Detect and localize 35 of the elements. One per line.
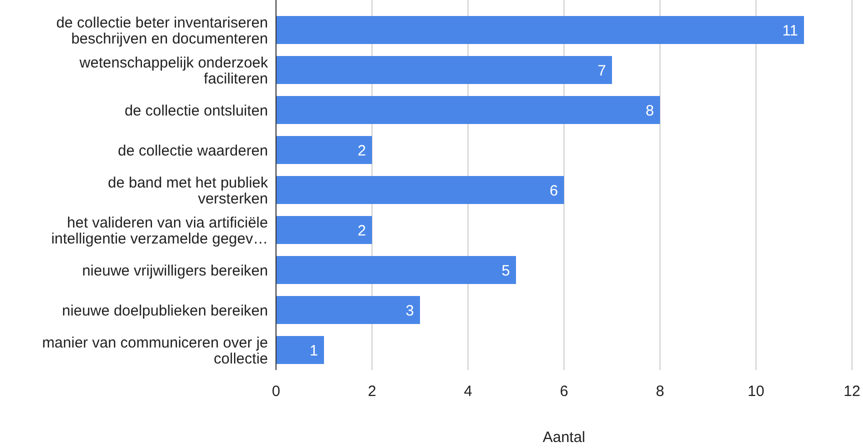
data-label: 3 [406,302,414,320]
data-label: 6 [550,182,558,200]
data-label: 2 [358,142,366,160]
data-label: 1 [310,342,318,360]
data-label: 2 [358,222,366,240]
bar [276,16,804,44]
y-tick-label: de collectie waarderen [118,142,268,160]
y-tick-label: nieuwe doelpublieken bereiken [62,302,268,320]
x-tick-label: 4 [464,383,472,400]
y-tick-label: de band met het publiek versterken [108,174,268,208]
y-tick-label: wetenschappelijk onderzoek faciliteren [78,54,268,88]
bar [276,296,420,324]
y-tick-label: nieuwe vrijwilligers bereiken [82,262,268,280]
y-tick-label: de collectie ontsluiten [124,102,268,120]
x-tick-label: 2 [368,383,376,400]
x-tick-label: 10 [748,383,764,400]
x-tick-label: 12 [844,383,860,400]
data-label: 5 [502,262,510,280]
data-label: 7 [598,62,606,80]
x-tick-label: 0 [272,383,280,400]
bar [276,216,372,244]
y-tick-label: de collectie beter inventariseren beschrijven en documenteren [56,14,268,48]
data-label: 8 [646,102,654,120]
bar [276,256,516,284]
bar [276,96,660,124]
bar [276,56,612,84]
x-axis-title: Aantal [542,429,586,446]
x-tick-label: 6 [560,383,568,400]
bar [276,136,372,164]
y-tick-label: het valideren van via artificiële intelligentie verzamelde gegev… [51,214,268,248]
bar [276,176,564,204]
x-tick-label: 8 [656,383,664,400]
bar [276,336,324,364]
data-label: 11 [782,22,798,40]
y-tick-label: manier van communiceren over je collectie [42,334,268,368]
